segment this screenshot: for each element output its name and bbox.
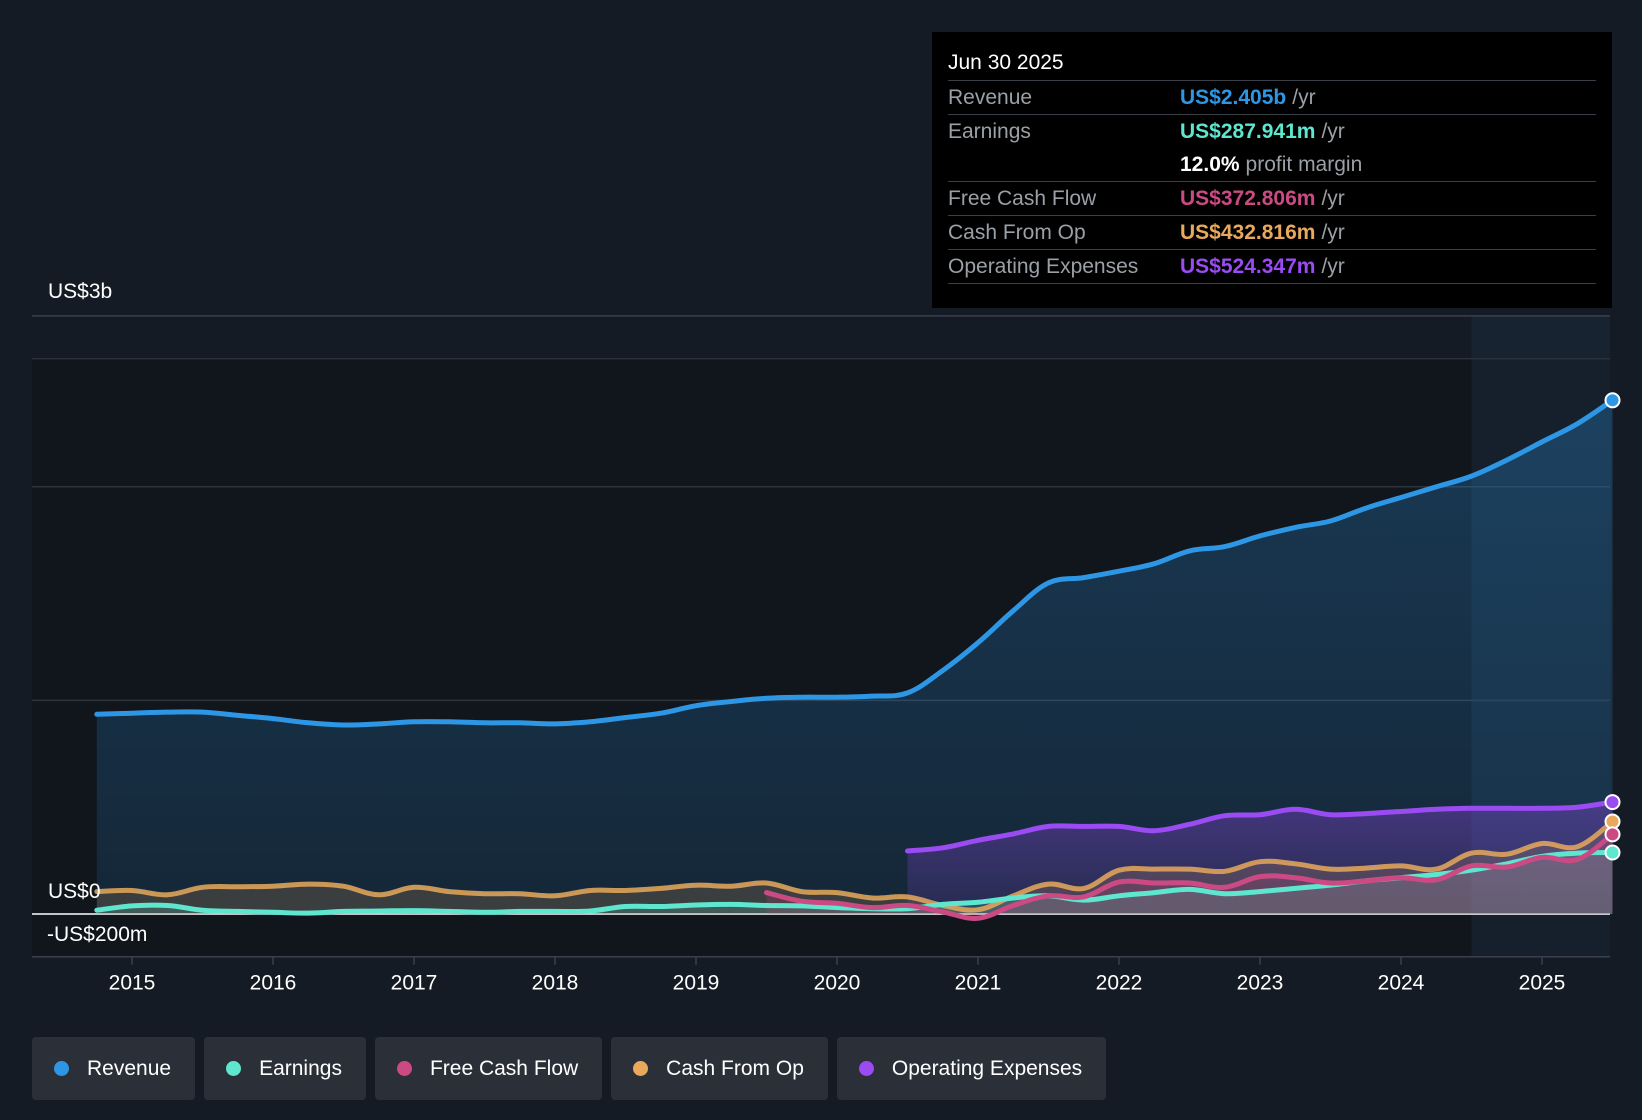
tooltip-unit: /yr: [1321, 119, 1345, 143]
tooltip-label: Earnings: [948, 119, 1031, 143]
tooltip-label: Operating Expenses: [948, 254, 1139, 278]
x-tick-label: 2016: [250, 972, 297, 995]
tooltip-label: Revenue: [948, 85, 1033, 109]
area-earnings: [96, 852, 1613, 914]
tooltip-row-cash-from-op: Cash From Op US$432.816m /yr: [948, 216, 1596, 250]
line-revenue: [94, 397, 1615, 728]
tooltip-row-profit-margin: 12.0% profit margin: [948, 148, 1596, 182]
legend-label: Free Cash Flow: [429, 1056, 579, 1080]
x-tick-label: 2023: [1237, 972, 1284, 995]
legend-item-cash-from-op[interactable]: Cash From Op: [611, 1037, 828, 1100]
area-cash-from-op: [96, 821, 1613, 914]
endpoint-revenue: [1604, 392, 1621, 409]
legend-dot-icon: [226, 1061, 242, 1076]
line-cash-from-op: [94, 819, 1615, 913]
tooltip-row-operating-expenses: Operating Expenses US$524.347m /yr: [948, 250, 1596, 284]
x-tick-label: 2022: [1096, 972, 1143, 995]
x-tick-label: 2017: [391, 972, 438, 995]
legend-dot-icon: [858, 1061, 874, 1076]
endpoint-operating-expenses: [1604, 794, 1621, 811]
legend-label: Earnings: [259, 1056, 342, 1080]
endpoint-free-cash-flow: [1604, 826, 1621, 843]
x-tick-label: 2019: [673, 972, 720, 995]
x-tick-label: 2024: [1378, 972, 1425, 995]
tooltip: Jun 30 2025 Revenue US$2.405b /yr Earnin…: [932, 32, 1612, 308]
legend-item-free-cash-flow[interactable]: Free Cash Flow: [374, 1037, 603, 1100]
legend: Revenue Earnings Free Cash Flow Cash Fro…: [32, 1037, 1107, 1100]
line-operating-expenses: [905, 799, 1615, 854]
tooltip-value: US$2.405b: [1180, 85, 1287, 109]
tooltip-unit: /yr: [1292, 85, 1316, 109]
x-tick-label: 2020: [814, 972, 861, 995]
y-axis-zero-label: US$0: [48, 880, 101, 903]
legend-dot-icon: [396, 1061, 412, 1076]
tooltip-date: Jun 30 2025: [948, 46, 1596, 81]
legend-label: Revenue: [87, 1056, 172, 1080]
x-tick-label: 2015: [109, 972, 156, 995]
tooltip-value: US$524.347m: [1180, 254, 1316, 278]
tooltip-label: Free Cash Flow: [948, 186, 1097, 210]
tooltip-unit: /yr: [1321, 220, 1345, 244]
tooltip-value: US$287.941m: [1180, 119, 1316, 143]
x-tick-label: 2021: [955, 972, 1002, 995]
legend-dot-icon: [633, 1061, 649, 1076]
tooltip-row-free-cash-flow: Free Cash Flow US$372.806m /yr: [948, 182, 1596, 216]
tooltip-unit: profit margin: [1245, 152, 1363, 176]
legend-label: Operating Expenses: [891, 1056, 1083, 1080]
y-axis-bottom-label: -US$200m: [47, 923, 147, 946]
legend-item-operating-expenses[interactable]: Operating Expenses: [836, 1037, 1107, 1100]
tooltip-value: 12.0%: [1180, 152, 1240, 176]
tooltip-value: US$372.806m: [1180, 186, 1316, 210]
area-revenue: [96, 400, 1613, 914]
tooltip-unit: /yr: [1321, 186, 1345, 210]
x-tick-label: 2018: [532, 972, 579, 995]
tooltip-label: Cash From Op: [948, 220, 1086, 244]
y-axis-top-label: US$3b: [48, 280, 112, 303]
tooltip-unit: /yr: [1321, 254, 1345, 278]
tooltip-row-earnings: Earnings US$287.941m /yr: [948, 115, 1596, 148]
legend-item-earnings[interactable]: Earnings: [204, 1037, 366, 1100]
line-free-cash-flow: [764, 831, 1615, 921]
area-free-cash-flow: [766, 834, 1613, 919]
legend-item-revenue[interactable]: Revenue: [32, 1037, 196, 1100]
endpoint-earnings: [1604, 844, 1621, 861]
legend-dot-icon: [54, 1061, 69, 1076]
x-tick-label: 2025: [1519, 972, 1566, 995]
legend-label: Cash From Op: [666, 1056, 804, 1080]
tooltip-row-revenue: Revenue US$2.405b /yr: [948, 81, 1596, 115]
tooltip-value: US$432.816m: [1180, 220, 1316, 244]
